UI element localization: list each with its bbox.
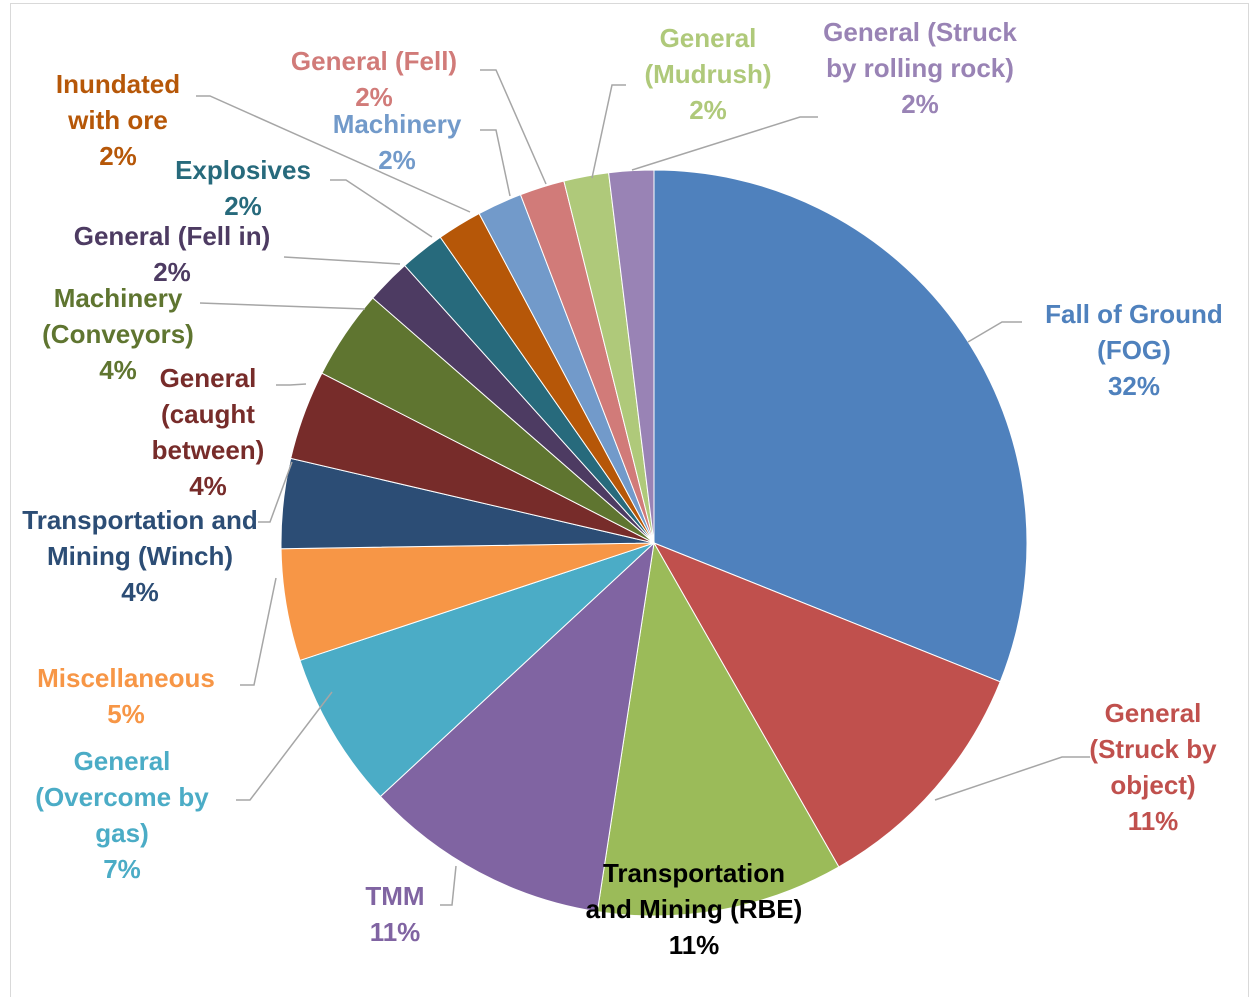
value-label: 2%: [153, 257, 191, 287]
leader-line: [283, 256, 401, 265]
data-label: General (caught between) 4%: [133, 360, 283, 504]
leader-line: [440, 865, 457, 906]
pie-slice: [608, 169, 655, 544]
data-label: Machinery (Conveyors) 4%: [23, 280, 213, 388]
leader-line: [934, 756, 1090, 801]
leader-line: [236, 691, 333, 801]
category-label: General (Fell): [290, 46, 458, 76]
data-label: General (Mudrush) 2%: [623, 20, 793, 128]
leader-line: [480, 129, 511, 197]
category-label: General (caught between): [151, 363, 265, 465]
pie-slice: [652, 542, 1001, 868]
value-label: 5%: [107, 699, 145, 729]
data-label: Machinery 2%: [297, 106, 497, 178]
category-label: General (Mudrush): [644, 23, 772, 89]
leader-line: [631, 116, 818, 171]
pie-slice: [299, 542, 655, 798]
value-label: 2%: [224, 191, 262, 221]
data-label: General (Struck by rolling rock) 2%: [815, 14, 1025, 122]
category-label: Transportation and Mining (RBE): [585, 858, 803, 924]
leader-line: [199, 302, 366, 310]
value-label: 2%: [355, 82, 393, 112]
leader-line: [480, 69, 547, 185]
data-label: Transportation and Mining (RBE) 11%: [579, 855, 809, 963]
value-label: 7%: [103, 854, 141, 884]
value-label: 2%: [689, 95, 727, 125]
data-label: Transportation and Mining (Winch) 4%: [20, 502, 260, 610]
leader-line: [196, 95, 471, 213]
data-label: Fall of Ground (FOG) 32%: [1019, 296, 1249, 404]
leader-line: [276, 383, 307, 386]
value-label: 11%: [369, 917, 421, 947]
leader-line: [240, 577, 277, 686]
value-label: 32%: [1107, 371, 1161, 401]
category-label: General (Struck by rolling rock): [823, 17, 1017, 83]
data-label: Explosives 2%: [143, 152, 343, 224]
leader-line: [591, 84, 626, 179]
data-label: General (Struck by object) 11%: [1068, 695, 1238, 839]
leader-line: [967, 321, 1022, 343]
chart-border: [10, 3, 1249, 997]
category-label: Machinery: [332, 109, 462, 139]
leader-line: [330, 179, 433, 238]
value-label: 11%: [668, 930, 720, 960]
data-label: TMM 11%: [335, 878, 455, 950]
data-label: General (Fell) 2%: [264, 43, 484, 115]
category-label: TMM: [365, 881, 425, 911]
data-label: Inundated with ore 2%: [43, 66, 193, 174]
category-label: Machinery (Conveyors): [42, 283, 194, 349]
category-label: Fall of Ground (FOG): [1045, 299, 1223, 365]
value-label: 4%: [99, 355, 137, 385]
value-label: 2%: [99, 141, 137, 171]
category-label: General (Overcome by gas): [35, 746, 209, 848]
value-label: 2%: [378, 145, 416, 175]
category-label: Explosives: [175, 155, 311, 185]
data-label: General (Fell in) 2%: [42, 218, 302, 290]
category-label: Transportation and Mining (Winch): [22, 505, 258, 571]
category-label: General (Struck by object): [1089, 698, 1217, 800]
category-label: Inundated with ore: [55, 69, 181, 135]
value-label: 4%: [121, 577, 159, 607]
value-label: 4%: [189, 471, 227, 501]
data-label: General (Overcome by gas) 7%: [10, 743, 235, 887]
leader-line: [258, 461, 293, 523]
category-label: Miscellaneous: [37, 663, 215, 693]
data-label: Miscellaneous 5%: [6, 660, 246, 732]
category-label: General (Fell in): [73, 221, 271, 251]
pie-slice: [379, 541, 655, 913]
pie-slice: [596, 541, 840, 917]
value-label: 2%: [901, 89, 939, 119]
pie-slice: [653, 169, 1028, 683]
value-label: 11%: [1127, 806, 1179, 836]
